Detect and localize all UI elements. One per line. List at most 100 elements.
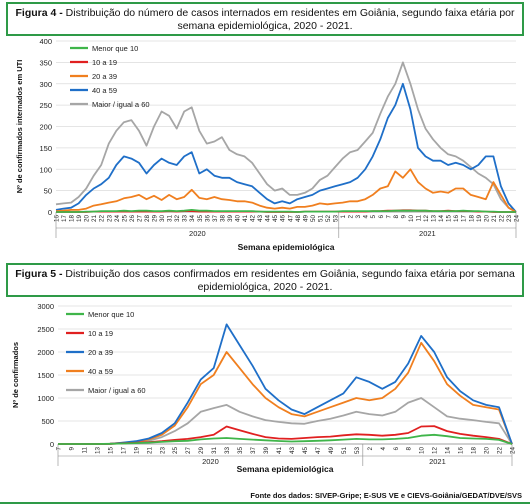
fig5-x-tick-label: 24 <box>510 447 517 455</box>
fig4-y-tick-label: 250 <box>39 101 52 110</box>
fig5-y-tick-label: 2000 <box>37 348 54 357</box>
fig5-legend-label: 10 a 19 <box>88 329 113 338</box>
fig4-x-tick-label: 27 <box>136 215 143 223</box>
fig4-x-tick-label: 8 <box>393 215 400 219</box>
fig5-legend-label: 20 a 39 <box>88 348 113 357</box>
fig5-x-tick-label: 15 <box>107 447 114 455</box>
fig4-series-line <box>55 168 517 213</box>
fig4-x-tick-label: 9 <box>400 215 407 219</box>
figure-4-caption: Figura 4 - Distribuição do número de cas… <box>6 2 524 36</box>
fig5-x-tick-label: 45 <box>302 447 309 455</box>
fig5-x-tick-label: 29 <box>198 447 205 455</box>
fig5-x-tick-label: 2 <box>367 447 374 451</box>
fig5-x-tick-label: 22 <box>497 447 504 455</box>
fig4-x-tick-label: 31 <box>167 215 174 223</box>
fig4-x-tick-label: 52 <box>325 215 332 223</box>
fig4-x-tick-label: 18 <box>69 215 76 223</box>
fig4-y-tick-label: 400 <box>39 37 52 46</box>
fig4-x-tick-label: 39 <box>227 215 234 223</box>
fig4-x-tick-label: 51 <box>317 215 324 223</box>
fig4-x-tick-label: 3 <box>355 215 362 219</box>
fig4-series-line <box>56 208 516 213</box>
fig5-y-tick-label: 1500 <box>37 371 54 380</box>
fig5-x-tick-label: 8 <box>406 447 413 451</box>
fig4-x-tick-label: 21 <box>491 215 498 223</box>
fig4-x-tick-label: 17 <box>61 215 68 223</box>
fig5-x-tick-label: 9 <box>68 447 75 451</box>
fig5-y-tick-label: 1000 <box>37 394 54 403</box>
fig4-x-tick-label: 21 <box>91 215 98 223</box>
fig4-x-tick-label: 36 <box>204 215 211 223</box>
fig4-x-tick-label: 16 <box>54 215 61 223</box>
figure-5-caption: Figura 5 - Distribuição dos casos confir… <box>6 263 524 297</box>
fig4-x-tick-label: 53 <box>333 215 340 223</box>
fig4-year-label: 2020 <box>189 229 206 238</box>
figure-4-text: Distribuição do número de casos internad… <box>65 7 515 32</box>
fig4-y-tick-label: 150 <box>39 144 52 153</box>
fig4-x-tick-label: 10 <box>408 215 415 223</box>
fig5-x-tick-label: 6 <box>393 447 400 451</box>
fig5-x-tick-label: 11 <box>81 447 88 454</box>
fig4-x-tick-label: 20 <box>483 215 490 223</box>
fig5-legend-label: 40 a 59 <box>88 367 113 376</box>
fig5-y-tick-label: 500 <box>41 417 54 426</box>
fig5-x-tick-label: 17 <box>120 447 127 455</box>
fig4-y-tick-label: 0 <box>48 208 52 217</box>
fig4-x-tick-label: 41 <box>242 215 249 223</box>
bottom-rule <box>0 502 530 504</box>
fig4-x-tick-label: 32 <box>174 215 181 223</box>
fig5-x-axis-title: Semana epidemiológica <box>237 464 334 474</box>
fig4-x-tick-label: 1 <box>340 215 347 219</box>
fig5-x-tick-label: 18 <box>471 447 478 455</box>
fig5-x-tick-label: 25 <box>172 447 179 455</box>
fig4-y-tick-label: 50 <box>44 187 52 196</box>
fig4-x-tick-label: 28 <box>144 215 151 223</box>
fig4-x-tick-label: 33 <box>182 215 189 223</box>
fig5-x-tick-label: 51 <box>341 447 348 455</box>
fig5-x-tick-label: 14 <box>445 447 452 455</box>
fig4-x-tick-label: 17 <box>461 215 468 223</box>
fig4-x-tick-label: 47 <box>287 215 294 223</box>
fig5-y-tick-label: 3000 <box>37 302 54 311</box>
fig4-x-tick-label: 22 <box>498 215 505 223</box>
fig4-x-tick-label: 4 <box>363 215 370 219</box>
fig4-x-tick-label: 6 <box>378 215 385 219</box>
fig5-y-tick-label: 0 <box>50 440 54 449</box>
fig4-x-tick-label: 16 <box>453 215 460 223</box>
fig4-y-tick-label: 350 <box>39 58 52 67</box>
fig5-x-tick-label: 41 <box>276 447 283 455</box>
fig4-x-tick-label: 38 <box>219 215 226 223</box>
fig4-x-tick-label: 19 <box>476 215 483 223</box>
fig5-x-tick-label: 16 <box>458 447 465 455</box>
fig4-x-tick-label: 50 <box>310 215 317 223</box>
fig5-x-tick-label: 27 <box>185 447 192 455</box>
fig4-x-tick-label: 11 <box>415 215 422 222</box>
fig4-x-tick-label: 26 <box>129 215 136 223</box>
fig4-x-tick-label: 24 <box>114 215 121 223</box>
fig4-x-tick-label: 25 <box>121 215 128 223</box>
fig5-x-tick-label: 47 <box>315 447 322 455</box>
fig4-x-tick-label: 14 <box>438 215 445 223</box>
fig4-legend-label: 40 a 59 <box>92 86 117 95</box>
fig5-x-tick-label: 20 <box>484 447 491 455</box>
fig4-x-tick-label: 22 <box>99 215 106 223</box>
fig5-legend-label: Menor que 10 <box>88 310 134 319</box>
fig5-x-tick-label: 23 <box>159 447 166 455</box>
fig4-legend-label: Maior / igual a 60 <box>92 100 150 109</box>
fig4-x-tick-label: 37 <box>212 215 219 223</box>
fig4-x-tick-label: 48 <box>295 215 302 223</box>
fig4-x-tick-label: 2 <box>348 215 355 219</box>
fig4-year-label: 2021 <box>419 229 436 238</box>
fig5-x-tick-label: 7 <box>56 447 63 451</box>
fig5-x-tick-label: 31 <box>211 447 218 455</box>
fig5-y-axis-title: Nº de confirmados <box>11 342 20 408</box>
fig5-x-tick-label: 49 <box>328 447 335 455</box>
source-note: Fonte dos dados: SIVEP-Gripe; E-SUS VE e… <box>250 491 522 500</box>
fig5-x-tick-label: 12 <box>432 447 439 455</box>
fig4-y-tick-label: 300 <box>39 80 52 89</box>
fig5-x-tick-label: 43 <box>289 447 296 455</box>
fig5-series-line <box>58 323 513 445</box>
fig4-legend-label: 20 a 39 <box>92 72 117 81</box>
fig4-legend-label: 10 a 19 <box>92 58 117 67</box>
fig4-x-tick-label: 46 <box>280 215 287 223</box>
